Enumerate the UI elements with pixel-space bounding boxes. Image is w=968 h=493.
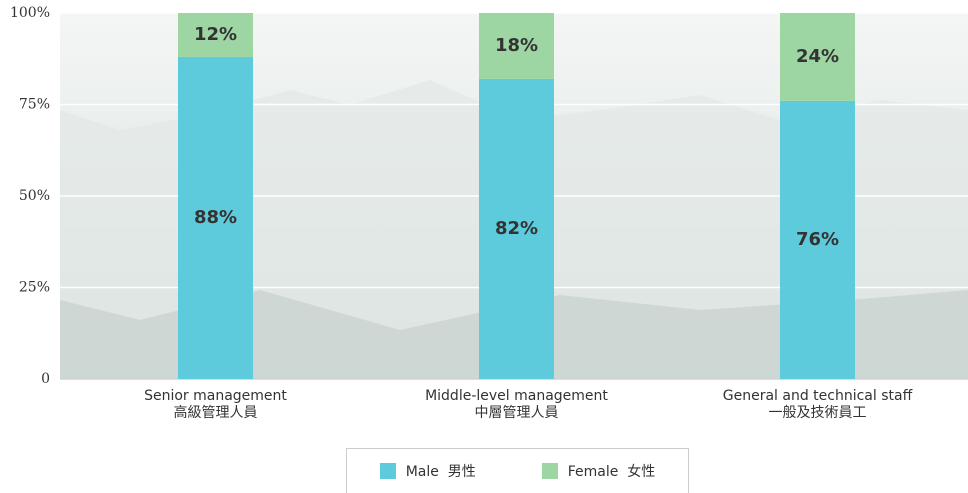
bar-segment	[780, 13, 855, 101]
legend-swatch	[541, 463, 558, 479]
bar-segment	[178, 13, 253, 57]
legend-item: Male 男性	[379, 461, 476, 481]
bar-segment	[479, 13, 554, 79]
bar-segment	[780, 100, 855, 379]
x-tick-label: Senior management 高級管理人員	[144, 388, 287, 421]
legend-swatch	[379, 463, 396, 479]
legend-label: Male 男性	[405, 464, 476, 480]
data-label: 82%	[495, 218, 538, 239]
data-label: 88%	[194, 207, 237, 228]
y-tick-label: 0	[41, 371, 50, 387]
bar-segment	[479, 78, 554, 379]
x-tick-label: Middle-level management 中層管理人員	[425, 388, 608, 421]
x-tick-label: General and technical staff 一般及技術員工	[722, 388, 913, 421]
legend: Male 男性 Female 女性	[346, 448, 689, 493]
y-tick-label: 50%	[19, 188, 50, 204]
data-label: 18%	[495, 35, 538, 56]
bar-segment	[178, 56, 253, 380]
y-tick-label: 75%	[19, 97, 50, 113]
data-label: 24%	[796, 46, 839, 67]
y-tick-label: 100%	[10, 5, 50, 21]
y-tick-label: 25%	[19, 280, 50, 296]
data-label: 12%	[194, 24, 237, 45]
legend-label: Female 女性	[567, 464, 656, 480]
data-label: 76%	[796, 229, 839, 250]
legend-item: Female 女性	[541, 461, 656, 481]
